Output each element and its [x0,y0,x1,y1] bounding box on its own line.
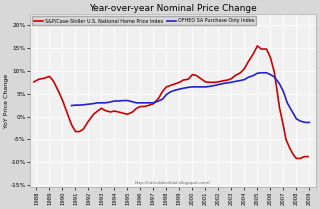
OFHEO SA Purchase Only Index [74,104,77,106]
S&P/Case-Shiller U.S. National Home Price Index [122,112,125,115]
OFHEO SA Purchase Only Index [226,82,229,84]
Line: OFHEO SA Purchase Only Index: OFHEO SA Purchase Only Index [72,73,309,122]
S&P/Case-Shiller U.S. National Home Price Index [259,48,263,50]
S&P/Case-Shiller U.S. National Home Price Index [161,90,164,93]
S&P/Case-Shiller U.S. National Home Price Index [306,155,310,158]
OFHEO SA Purchase Only Index [70,104,74,107]
OFHEO SA Purchase Only Index [216,83,220,86]
Title: Year-over-year Nominal Price Change: Year-over-year Nominal Price Change [89,4,257,13]
Y-axis label: YoY Price Change: YoY Price Change [4,74,9,128]
Legend: S&P/Case-Shiller U.S. National Home Price Index, OFHEO SA Purchase Only Index: S&P/Case-Shiller U.S. National Home Pric… [32,16,256,25]
Line: S&P/Case-Shiller U.S. National Home Price Index: S&P/Case-Shiller U.S. National Home Pric… [34,46,308,158]
Text: http://calculatedrisk.blogspot.com/: http://calculatedrisk.blogspot.com/ [135,181,211,185]
S&P/Case-Shiller U.S. National Home Price Index [103,109,107,112]
S&P/Case-Shiller U.S. National Home Price Index [57,90,60,93]
S&P/Case-Shiller U.S. National Home Price Index [294,157,298,160]
OFHEO SA Purchase Only Index [204,86,207,88]
S&P/Case-Shiller U.S. National Home Price Index [255,45,259,47]
S&P/Case-Shiller U.S. National Home Price Index [32,81,36,83]
OFHEO SA Purchase Only Index [308,121,311,124]
S&P/Case-Shiller U.S. National Home Price Index [157,97,161,99]
OFHEO SA Purchase Only Index [259,71,263,74]
OFHEO SA Purchase Only Index [156,100,159,103]
OFHEO SA Purchase Only Index [252,74,255,77]
OFHEO SA Purchase Only Index [303,121,307,124]
